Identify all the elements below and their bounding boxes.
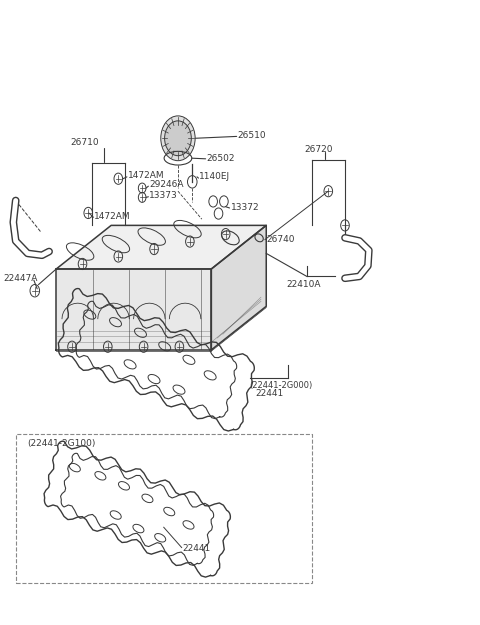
Text: 13373: 13373 xyxy=(149,191,178,200)
Text: 29246A: 29246A xyxy=(149,181,184,189)
Text: 1472AM: 1472AM xyxy=(95,211,131,221)
Text: 26740: 26740 xyxy=(266,234,295,244)
Text: 22410A: 22410A xyxy=(287,280,321,289)
Circle shape xyxy=(165,121,192,156)
Polygon shape xyxy=(56,226,266,269)
Polygon shape xyxy=(211,226,266,350)
Text: 26710: 26710 xyxy=(71,138,99,147)
Text: 1472AM: 1472AM xyxy=(128,171,165,180)
Text: 22441: 22441 xyxy=(256,389,284,398)
Text: 26510: 26510 xyxy=(238,131,266,139)
Text: 13372: 13372 xyxy=(230,204,259,212)
Text: 22447A: 22447A xyxy=(4,274,38,282)
Text: 1140EJ: 1140EJ xyxy=(199,173,230,181)
Text: (22441-2G000): (22441-2G000) xyxy=(250,381,313,391)
Circle shape xyxy=(161,116,195,161)
Polygon shape xyxy=(56,269,211,350)
Text: 26720: 26720 xyxy=(304,145,333,154)
Text: 22441: 22441 xyxy=(183,544,211,554)
Text: 26502: 26502 xyxy=(206,154,235,162)
Text: (22441-2G100): (22441-2G100) xyxy=(28,439,96,448)
